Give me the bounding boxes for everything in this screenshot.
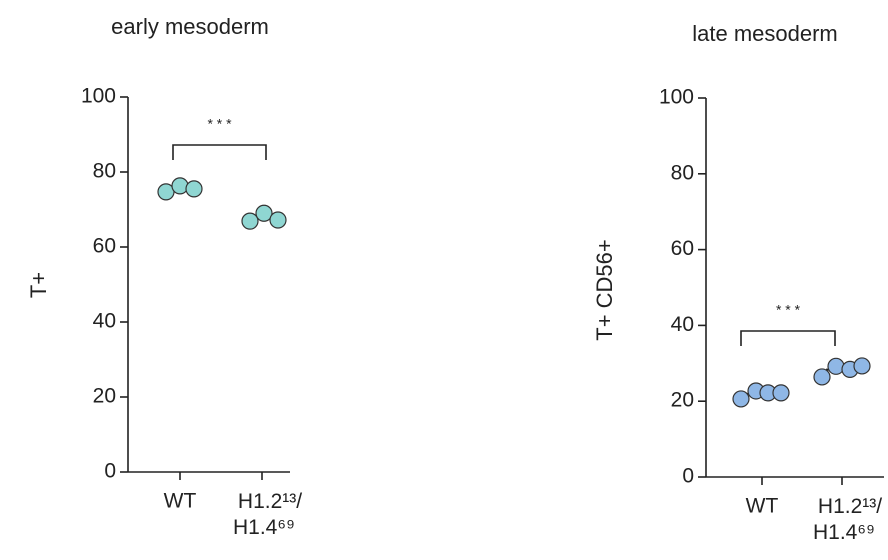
y-tick-label: 80 [93,160,116,183]
y-tick-label: 0 [682,465,694,488]
y-tick-label: 100 [81,85,116,108]
data-point [269,211,287,229]
y-tick-label: 40 [93,310,116,333]
data-point [853,357,871,375]
data-point [813,368,831,386]
y-tick-label: 60 [93,235,116,258]
y-tick-label: 60 [671,237,694,260]
chart-title: late mesoderm [692,21,838,46]
significance-label: * * * [207,116,232,132]
y-axis-label: T+ CD56+ [592,239,617,341]
data-point [772,384,790,402]
y-axis-label: T+ [26,272,51,298]
x-tick-label: WT [746,495,779,518]
x-tick-label: H1.2¹³/H1.4⁶⁹ [233,490,302,539]
x-tick-label-line: H1.2¹³/ [818,495,882,518]
significance-bracket [172,144,267,160]
y-tick-label: 100 [659,86,694,109]
y-tick-label: 0 [104,460,116,483]
x-tick-label-line: H1.4⁶⁹ [813,521,875,544]
data-point [171,177,189,195]
data-point [827,357,845,375]
y-tick-label: 40 [671,313,694,336]
y-tick-label: 20 [671,389,694,412]
chart-title: early mesoderm [111,14,269,39]
x-tick-label: WT [164,490,197,513]
x-tick-label: H1.2¹³/H1.4⁶⁹ [813,495,882,544]
data-point [241,212,259,230]
x-tick-label-line: H1.2¹³/ [238,490,302,513]
y-tick-label: 20 [93,385,116,408]
data-point [255,204,273,222]
x-tick-label-line: H1.4⁶⁹ [233,516,295,539]
significance-label: * * * [776,302,801,318]
significance-bracket [740,330,836,346]
data-point [732,390,750,408]
data-point [185,180,203,198]
y-tick-label: 80 [671,161,694,184]
